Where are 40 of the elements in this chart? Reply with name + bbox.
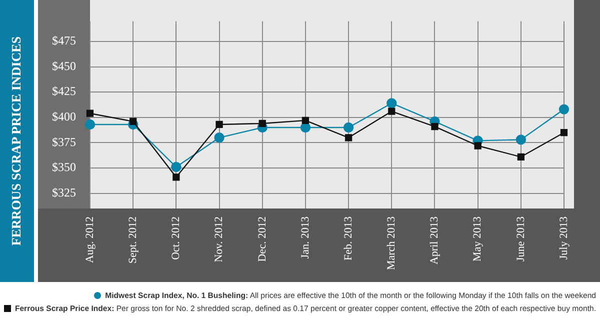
x-tick-label: Dec. 2012 [256,216,268,262]
point [386,98,397,108]
point [474,142,482,150]
point [560,129,568,136]
y-tick-label: $450 [52,58,76,73]
point [300,122,311,133]
x-tick-label: April 2013 [428,216,441,265]
x-tick-label: Sept. 2012 [126,216,139,264]
y-tick-label: $475 [52,34,76,48]
x-tick-label: Aug. 2012 [84,216,96,263]
text: FERROUS SCRAP PRICE INDICES [9,36,25,246]
y-tick-label: $425 [52,84,76,98]
x-tick-label: June 2013 [514,216,527,262]
point [130,118,137,126]
x-tick-label: Nov. 2012 [213,216,226,262]
y-tick-label: $325 [52,186,76,200]
point [172,174,180,181]
x-tick-label: Oct. 2012 [170,216,182,260]
point [516,134,526,145]
point [171,162,182,172]
point [216,120,223,128]
point [344,134,352,142]
point [388,108,396,115]
x-tick-label: March 2013 [386,216,398,270]
point [431,122,438,130]
x-tick-label: July 2013 [558,216,570,260]
point [214,132,224,143]
point [84,119,96,130]
x-tick-label: May 2013 [472,216,484,262]
point [558,104,570,114]
point [302,116,310,124]
x-tick-label: Feb. 2013 [342,216,354,261]
y-tick-label: $375 [52,134,76,149]
point [343,122,354,133]
x-tick-label: Jan. 2013 [299,216,312,259]
y-tick-label: $400 [52,110,76,124]
point [258,120,266,128]
y-tick-label: $350 [52,160,76,174]
point [517,153,524,160]
point [86,110,94,117]
